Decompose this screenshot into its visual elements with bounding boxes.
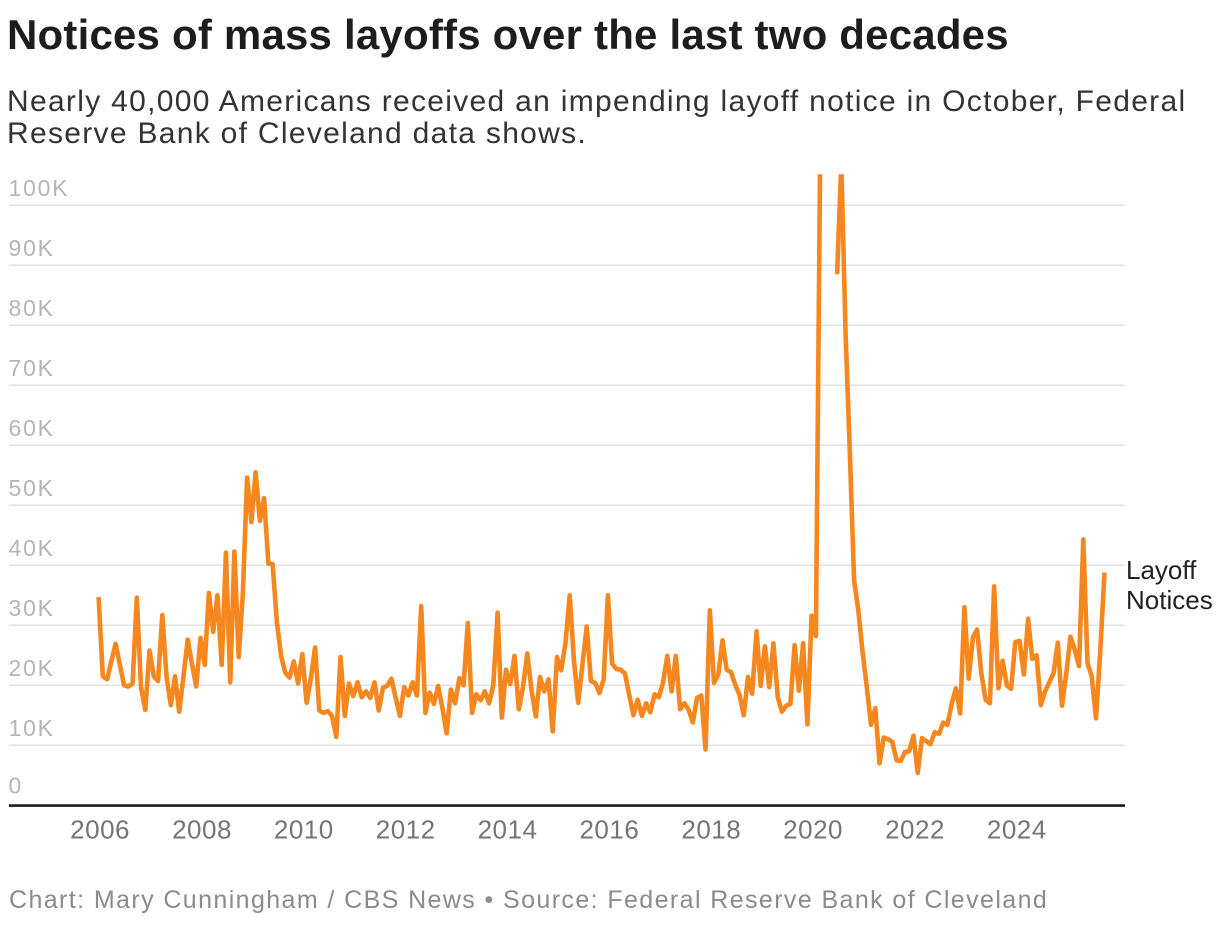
svg-text:2010: 2010 (274, 815, 334, 845)
svg-text:2024: 2024 (987, 815, 1047, 845)
svg-text:2006: 2006 (70, 815, 130, 845)
svg-text:100K: 100K (9, 175, 70, 201)
svg-text:10K: 10K (9, 715, 55, 741)
svg-text:2008: 2008 (172, 815, 232, 845)
svg-text:2018: 2018 (681, 815, 741, 845)
svg-text:40K: 40K (9, 535, 55, 561)
svg-text:2022: 2022 (885, 815, 945, 845)
svg-text:2016: 2016 (579, 815, 639, 845)
svg-text:2014: 2014 (478, 815, 538, 845)
svg-text:30K: 30K (9, 595, 55, 621)
svg-text:50K: 50K (9, 475, 55, 501)
svg-text:2020: 2020 (783, 815, 843, 845)
svg-text:60K: 60K (9, 415, 55, 441)
svg-text:70K: 70K (9, 355, 55, 381)
svg-text:0: 0 (9, 772, 24, 798)
svg-text:2012: 2012 (376, 815, 436, 845)
svg-text:90K: 90K (9, 235, 55, 261)
svg-text:20K: 20K (9, 655, 55, 681)
svg-text:80K: 80K (9, 295, 55, 321)
